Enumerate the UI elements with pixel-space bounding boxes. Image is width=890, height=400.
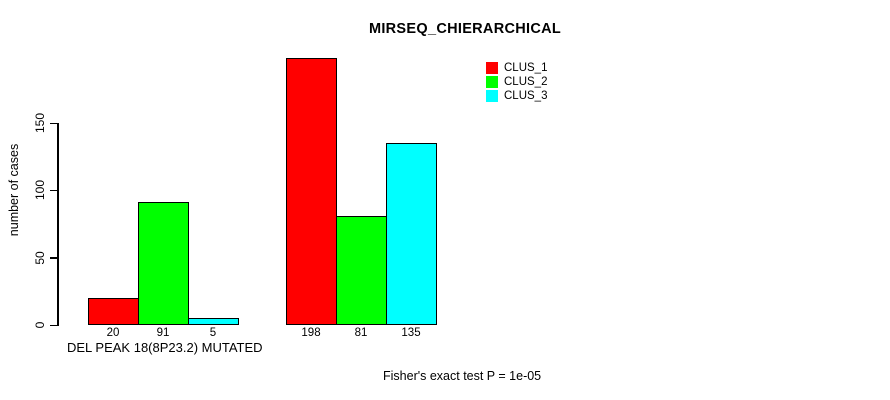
- legend-label: CLUS_1: [504, 62, 548, 74]
- bar-value-label: 91: [156, 327, 170, 339]
- y-axis-title: number of cases: [7, 143, 21, 237]
- y-tick-label: 50: [33, 250, 47, 265]
- y-tick-label: 100: [33, 180, 47, 201]
- legend-item-clus_2: CLUS_2: [486, 75, 547, 89]
- y-axis-line: [57, 123, 59, 326]
- legend-swatch-icon: [486, 90, 498, 102]
- legend-item-clus_1: CLUS_1: [486, 61, 547, 75]
- bar-value-label: 198: [301, 327, 321, 339]
- y-tick-mark: [50, 122, 57, 124]
- legend-label: CLUS_3: [504, 90, 548, 102]
- bar-clus_1-group2: [286, 58, 337, 325]
- footnote-text: Fisher's exact test P = 1e-05: [383, 369, 542, 383]
- x-axis-title: DEL PEAK 18(8P23.2) MUTATED: [67, 340, 263, 355]
- y-tick-mark: [50, 189, 57, 192]
- bar-value-label: 81: [354, 327, 368, 339]
- legend: CLUS_1 CLUS_2 CLUS_3: [486, 61, 547, 103]
- y-tick-label: 150: [33, 112, 47, 134]
- bar-clus_1-group1: [88, 298, 139, 325]
- bar-clus_3-group2: [386, 143, 437, 325]
- y-tick-label: 0: [33, 321, 47, 329]
- bar-value-label: 135: [401, 327, 421, 339]
- bar-value-label: 20: [106, 327, 120, 339]
- y-tick-mark: [50, 257, 57, 259]
- bar-clus_2-group1: [138, 202, 189, 325]
- legend-swatch-icon: [486, 76, 498, 88]
- legend-item-clus_3: CLUS_3: [486, 89, 547, 103]
- bar-clus_2-group2: [336, 216, 387, 325]
- legend-swatch-icon: [486, 62, 498, 74]
- y-tick-mark: [50, 324, 57, 326]
- legend-label: CLUS_2: [504, 76, 548, 88]
- bar-clus_3-group1: [188, 318, 239, 325]
- chart-title: MIRSEQ_CHIERARCHICAL: [368, 21, 562, 37]
- bar-value-label: 5: [209, 327, 217, 339]
